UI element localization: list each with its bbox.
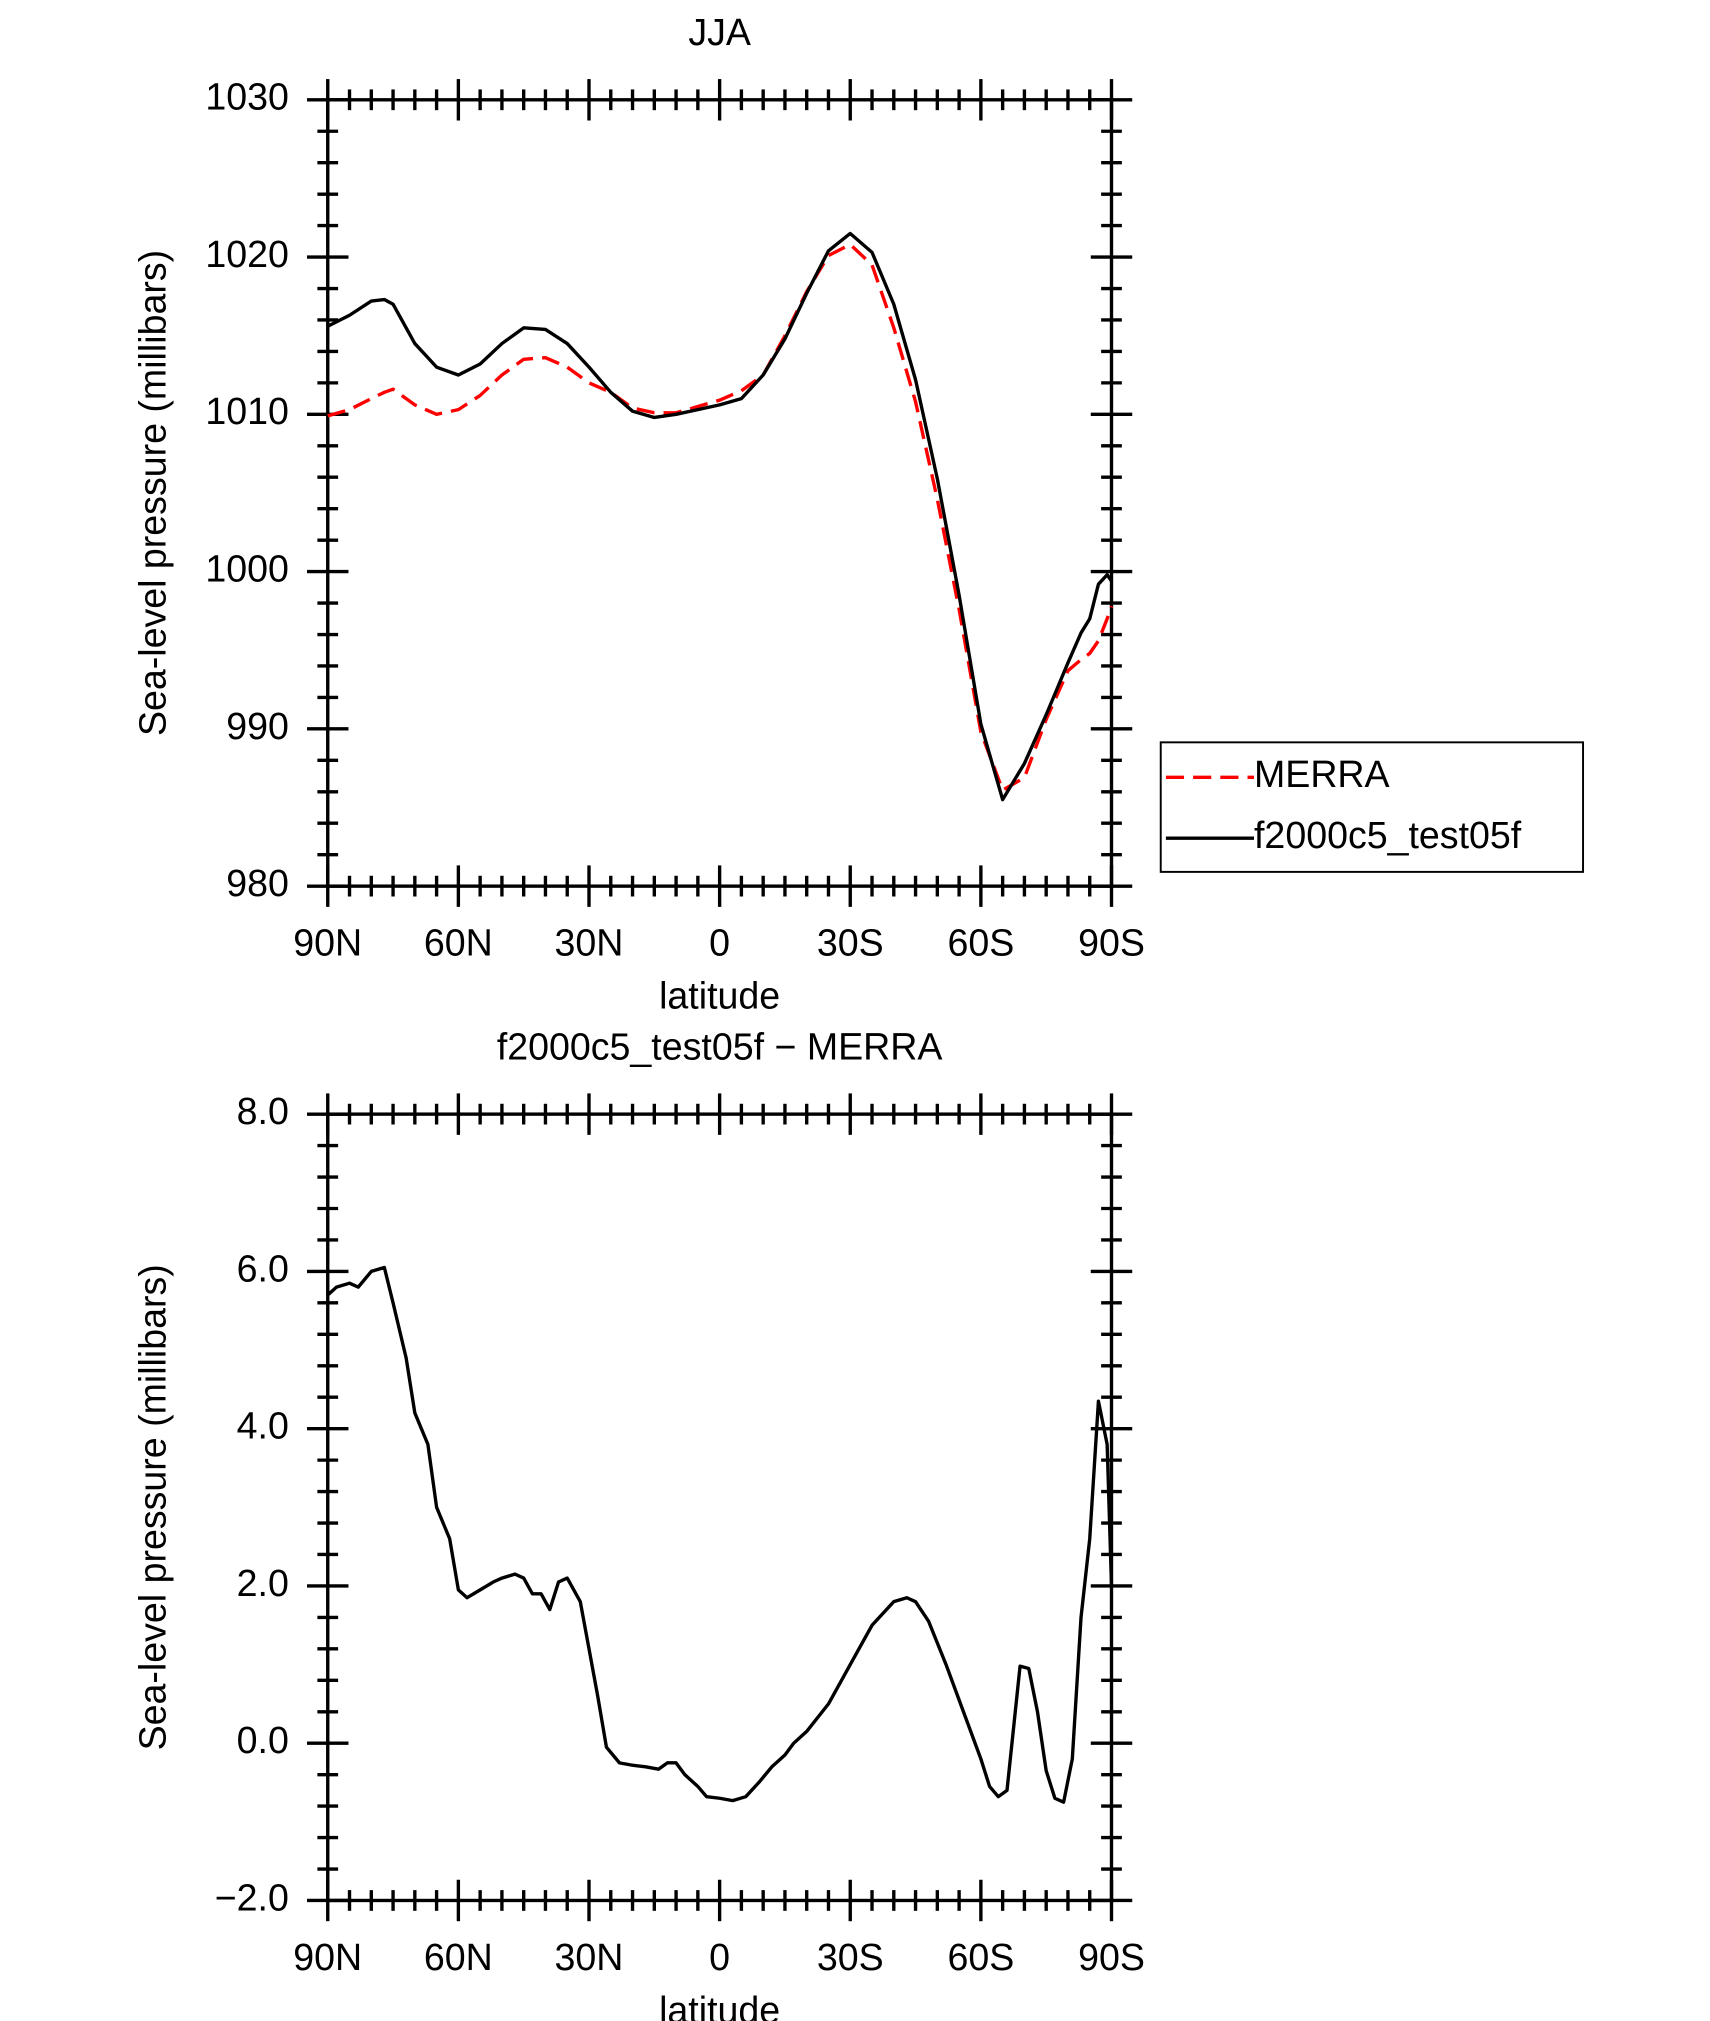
x-tick-label: 90N <box>293 922 362 964</box>
x-tick-label: 30N <box>555 922 624 964</box>
x-axis-label: latitude <box>659 1989 780 2021</box>
chart-title: f2000c5_test05f − MERRA <box>497 1025 943 1067</box>
x-tick-label: 90N <box>293 1936 362 1978</box>
y-tick-label: 8.0 <box>237 1090 289 1132</box>
legend-label: f2000c5_test05f <box>1254 814 1522 856</box>
y-tick-label: 2.0 <box>237 1562 289 1604</box>
x-tick-label: 60N <box>424 1936 493 1978</box>
y-tick-label: −2.0 <box>215 1876 289 1918</box>
x-tick-label: 60N <box>424 922 493 964</box>
x-tick-label: 60S <box>947 922 1014 964</box>
y-tick-label: 1020 <box>205 233 289 275</box>
y-tick-label: 980 <box>226 862 289 904</box>
y-tick-label: 6.0 <box>237 1247 289 1289</box>
x-tick-label: 60S <box>947 1936 1014 1978</box>
x-tick-label: 0 <box>709 922 730 964</box>
y-tick-label: 1000 <box>205 548 289 590</box>
y-tick-label: 1030 <box>205 76 289 118</box>
chart-title: JJA <box>688 11 751 53</box>
x-axis-label: latitude <box>659 975 780 1017</box>
y-axis-label: Sea-level pressure (millibars) <box>131 250 173 736</box>
legend-label: MERRA <box>1254 753 1390 795</box>
data-line <box>326 231 1113 802</box>
legend-box <box>1159 741 1585 873</box>
x-tick-label: 90S <box>1078 922 1145 964</box>
x-tick-label: 30S <box>817 922 884 964</box>
y-axis-label: Sea-level pressure (millibars) <box>131 1264 173 1750</box>
data-line <box>326 1265 1114 1804</box>
plot-frame <box>326 1112 1114 1903</box>
y-tick-label: 0.0 <box>237 1719 289 1761</box>
x-tick-label: 0 <box>709 1936 730 1978</box>
y-tick-label: 990 <box>226 705 289 747</box>
x-tick-label: 30N <box>555 1936 624 1978</box>
data-line <box>327 242 1114 792</box>
y-tick-label: 1010 <box>205 390 289 432</box>
y-tick-label: 4.0 <box>237 1405 289 1447</box>
x-tick-label: 30S <box>817 1936 884 1978</box>
x-tick-label: 90S <box>1078 1936 1145 1978</box>
